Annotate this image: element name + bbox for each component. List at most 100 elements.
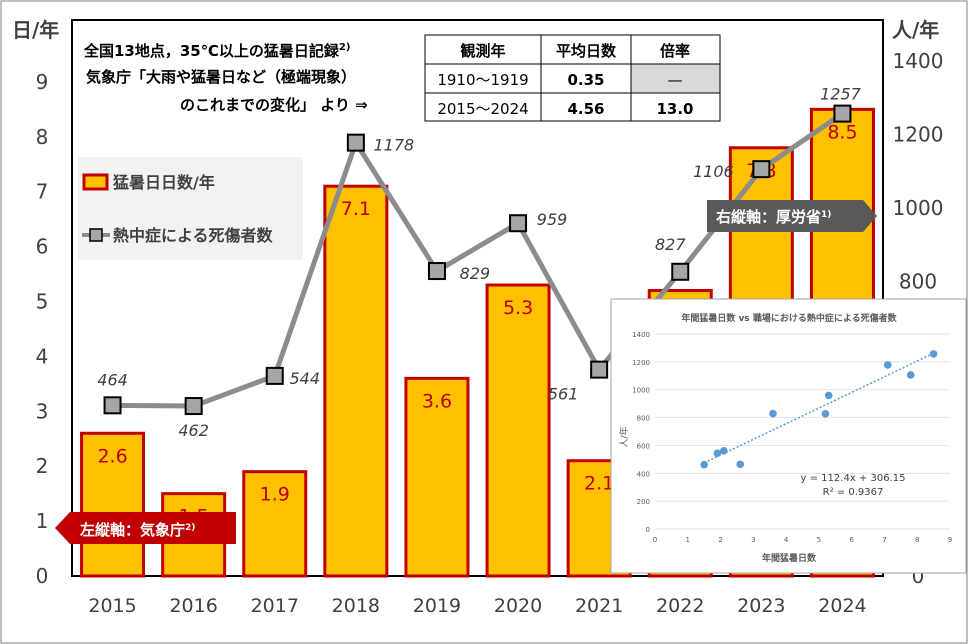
bar xyxy=(323,184,389,578)
ratio-table-cell-avg-2: 4.56 xyxy=(567,100,604,118)
right-axis-callout-shape xyxy=(707,200,877,232)
left-tick-label: 8 xyxy=(36,125,49,149)
scatter-point xyxy=(736,460,745,469)
ratio-table-cell-period-1: 1910〜1919 xyxy=(437,71,528,89)
plot-area-frame xyxy=(71,19,884,577)
left-tick-label: 0 xyxy=(36,564,49,588)
source-line-1: 全国13地点，35℃以上の猛暑日記録2) xyxy=(83,42,350,60)
scatter-gridlines xyxy=(655,333,950,530)
ratio-table-header-avg: 平均日数 xyxy=(556,42,617,60)
right-tick-label: 1200 xyxy=(893,123,944,147)
scatter-point xyxy=(700,460,708,469)
left-tick-label: 2 xyxy=(36,454,49,478)
category-label: 2023 xyxy=(737,595,785,617)
bar-value-label: 2.1 xyxy=(584,473,614,495)
ratio-table-cell-ratio-2: 13.0 xyxy=(656,100,693,118)
ratio-table-shaded-cell xyxy=(631,64,720,93)
line-value-label: 462 xyxy=(178,421,209,440)
scatter-x-tick-label: 9 xyxy=(948,536,952,544)
line-value-label: 829 xyxy=(460,264,491,283)
bar-value-label: 5.3 xyxy=(503,297,533,319)
scatter-y-tick-label: 200 xyxy=(637,498,650,506)
scatter-points xyxy=(700,350,938,469)
scatter-y-tick-label: 600 xyxy=(637,442,650,450)
legend-line-label: 熱中症による死傷者数 xyxy=(113,226,274,245)
right-tick-label: 1000 xyxy=(893,196,944,220)
ratio-table-header-year: 観測年 xyxy=(460,42,505,60)
scatter-y-ticks: 0 200 400 600 800 1000 1200 1400 xyxy=(632,331,650,534)
category-label: 2022 xyxy=(656,595,704,617)
scatter-y-tick-label: 800 xyxy=(637,415,650,423)
right-axis-callout: 右縦軸：厚労省1) xyxy=(707,200,877,232)
scatter-point xyxy=(906,371,915,379)
line-marker xyxy=(590,360,609,379)
category-axis-labels: 2015 2016 2017 2018 2019 2020 2021 2022 2023 2024 xyxy=(88,595,866,617)
left-tick-label: 9 xyxy=(36,70,49,94)
bar-value-label: 1.9 xyxy=(260,484,290,506)
ratio-table-cell-ratio-1: — xyxy=(668,71,683,89)
scatter-point xyxy=(769,409,777,418)
scatter-y-tick-label: 400 xyxy=(637,470,650,478)
scatter-point xyxy=(883,361,892,369)
left-tick-label: 5 xyxy=(36,290,49,314)
line-marker xyxy=(752,160,771,179)
line-marker xyxy=(184,397,203,416)
bar-value-label: 3.6 xyxy=(422,390,452,412)
trendline-equation: y = 112.4x + 306.15 xyxy=(801,473,906,484)
scatter-y-tick-label: 1200 xyxy=(632,359,650,367)
scatter-x-tick-label: 6 xyxy=(849,536,854,544)
line-value-label: 464 xyxy=(97,370,128,389)
scatter-inset-frame xyxy=(610,298,967,574)
scatter-xlabel: 年間猛暑日数 xyxy=(762,552,817,564)
right-tick-label: 800 xyxy=(899,270,937,294)
scatter-x-tick-label: 3 xyxy=(751,536,755,544)
scatter-x-tick-label: 8 xyxy=(915,536,919,544)
left-axis-callout-shape xyxy=(55,512,236,544)
line-marker xyxy=(671,262,690,281)
line-marker xyxy=(427,262,446,281)
legend-line-marker xyxy=(89,228,103,242)
scatter-x-tick-label: 4 xyxy=(784,536,789,544)
scatter-x-tick-label: 0 xyxy=(653,536,657,544)
ratio-table-cell-avg-1: 0.35 xyxy=(567,71,604,89)
category-label: 2021 xyxy=(575,595,623,617)
scatter-y-tick-label: 1400 xyxy=(632,331,650,339)
scatter-x-tick-label: 2 xyxy=(718,536,722,544)
category-label: 2015 xyxy=(88,595,136,617)
category-label: 2017 xyxy=(251,595,299,617)
right-axis-unit: 人/年 xyxy=(892,18,939,42)
left-axis-unit: 日/年 xyxy=(12,18,59,42)
bar-value-label: 8.5 xyxy=(827,121,857,143)
scatter-x-tick-label: 5 xyxy=(817,536,821,544)
ratio-table: 観測年 平均日数 倍率 1910〜1919 0.35 — 2015〜2024 4… xyxy=(424,34,721,122)
line-marker xyxy=(265,366,284,385)
scatter-y-tick-label: 0 xyxy=(646,526,650,534)
scatter-point xyxy=(713,449,722,458)
bar xyxy=(242,470,308,578)
scatter-inset: 年間猛暑日数 vs 職場における熱中症による死傷者数 年間猛暑日数 人/年 0 2… xyxy=(610,298,967,574)
line-value-label: 827 xyxy=(655,235,686,254)
left-tick-label: 4 xyxy=(36,344,49,368)
line-value-label: 1106 xyxy=(693,162,734,181)
category-label: 2018 xyxy=(332,595,380,617)
left-axis-ticks: 0 1 2 3 4 5 6 7 8 9 xyxy=(36,70,49,588)
legend-bar-swatch xyxy=(82,173,109,191)
left-tick-label: 3 xyxy=(36,399,49,423)
right-axis-callout-text: 右縦軸：厚労省1) xyxy=(716,208,831,226)
line-marker xyxy=(346,133,365,152)
bar-value-label: 7.1 xyxy=(341,198,371,220)
ratio-table-outline xyxy=(424,34,721,122)
left-tick-label: 6 xyxy=(36,235,49,259)
ratio-table-cell-period-2: 2015〜2024 xyxy=(437,100,528,118)
scatter-y-tick-label: 1000 xyxy=(632,387,650,395)
left-axis-callout-text: 左縦軸：気象庁2) xyxy=(79,521,195,539)
category-label: 2016 xyxy=(169,595,217,617)
bar xyxy=(485,283,551,578)
legend-bar-label: 猛暑日日数/年 xyxy=(112,173,215,192)
line-value-label: 1178 xyxy=(373,136,414,155)
legend: 猛暑日日数/年 熱中症による死傷者数 xyxy=(78,157,303,260)
scatter-point xyxy=(821,410,830,418)
scatter-point xyxy=(720,447,728,455)
